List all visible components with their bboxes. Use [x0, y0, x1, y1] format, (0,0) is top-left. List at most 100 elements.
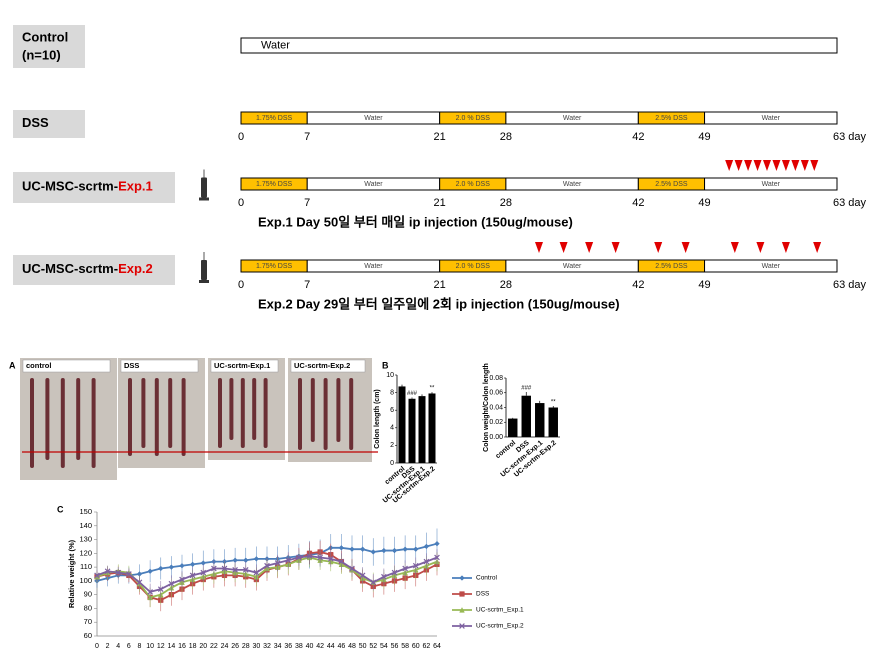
segment-label: Water	[261, 39, 290, 51]
point-marker	[253, 569, 260, 576]
point-marker	[381, 547, 387, 554]
y-axis-title: Colon length (cm)	[374, 389, 381, 449]
x-tick-label: 32	[263, 643, 271, 650]
day-tick-label: 42	[632, 197, 644, 209]
injection-arrow	[734, 160, 743, 171]
x-tick-label: 60	[412, 643, 420, 650]
injection-arrow	[791, 160, 800, 171]
point-marker	[423, 543, 430, 550]
x-tick-label: 56	[391, 643, 399, 650]
schedule-segment	[704, 111, 838, 125]
point-marker	[179, 576, 185, 583]
point-marker	[370, 579, 377, 586]
day-tick-label: 21	[434, 279, 446, 291]
y-tick-label: 120	[79, 548, 92, 557]
point-marker	[359, 546, 366, 552]
point-marker	[349, 546, 355, 552]
point-marker	[147, 568, 153, 574]
y-tick-label: 150	[79, 507, 92, 516]
injection-arrow	[611, 242, 620, 253]
segment-label: Water	[563, 263, 582, 270]
x-tick-label: 20	[199, 643, 207, 650]
y-tick-label: 80	[84, 603, 92, 612]
photo-label: control	[26, 361, 51, 370]
injection-arrow	[681, 242, 690, 253]
y-tick-label: 130	[79, 535, 92, 544]
group-label-highlight: Exp.1	[118, 179, 153, 194]
bar	[521, 395, 531, 437]
point-marker	[211, 565, 217, 572]
y-tick-label: 0.06	[489, 390, 503, 397]
legend-marker	[459, 575, 465, 581]
legend-marker	[459, 607, 465, 613]
x-tick-label: 50	[359, 643, 367, 650]
point-marker	[402, 565, 408, 572]
point-marker	[157, 586, 164, 592]
segment-label: Water	[364, 181, 383, 188]
injection-arrow	[725, 160, 734, 171]
significance-label: ###	[521, 386, 532, 392]
group-label-box	[13, 25, 85, 68]
photo-label: UC-scrtm-Exp.2	[294, 361, 350, 370]
day-tick-label: 42	[632, 131, 644, 143]
bar	[418, 396, 426, 463]
segment-label: Water	[563, 181, 582, 188]
group-label: Control	[22, 29, 68, 44]
injection-arrow	[585, 242, 594, 253]
x-tick-label: control	[495, 440, 518, 461]
x-tick-label: 8	[138, 643, 142, 650]
injection-arrow	[800, 160, 809, 171]
point-marker	[412, 562, 419, 569]
legend-label: UC-scrtm_Exp.1	[476, 607, 524, 614]
x-tick-label: 10	[146, 643, 154, 650]
day-tick-label: 0	[238, 197, 244, 209]
point-marker	[126, 571, 132, 577]
point-marker	[168, 580, 175, 587]
significance-label: ###	[407, 391, 418, 397]
point-marker	[327, 556, 334, 562]
bar	[508, 418, 518, 437]
segment-label: 2.5% DSS	[655, 263, 688, 270]
x-tick-label: 16	[178, 643, 186, 650]
point-marker	[391, 569, 398, 576]
injection-note: Exp.2 Day 29일 부터 일주일에 2회 ip injection (1…	[258, 296, 620, 311]
segment-label: 2.5% DSS	[655, 181, 688, 188]
x-tick-label: 26	[231, 643, 239, 650]
photo-label: DSS	[124, 361, 139, 370]
day-tick-label: 49	[698, 279, 710, 291]
point-marker	[423, 558, 430, 565]
y-tick-label: 0.04	[489, 404, 503, 411]
significance-label: **	[551, 400, 556, 406]
x-tick-label: 34	[274, 643, 282, 650]
point-marker	[221, 565, 228, 572]
day-tick-label: 42	[632, 279, 644, 291]
day-tick-label: 7	[304, 279, 310, 291]
day-tick-label: 7	[304, 131, 310, 143]
group-label-highlight: Exp.2	[118, 261, 153, 276]
group-label-text: UC-MSC-scrtm-	[22, 179, 118, 194]
group-label: UC-MSC-scrtm-Exp.2	[22, 261, 153, 276]
x-tick-label: 54	[380, 643, 388, 650]
x-tick-label: 18	[189, 643, 197, 650]
point-marker	[370, 549, 377, 555]
injection-note: Exp.1 Day 50일 부터 매일 ip injection (150ug/…	[258, 214, 573, 229]
point-marker	[253, 556, 260, 562]
point-marker	[232, 567, 238, 573]
point-marker	[359, 572, 366, 579]
colon-photo	[118, 358, 205, 468]
panel-letter: B	[382, 360, 389, 370]
group-label: DSS	[22, 115, 49, 130]
photo-label-box	[210, 359, 279, 373]
segment-label: Water	[762, 263, 781, 270]
schedule-segment	[704, 177, 838, 191]
group-label-text: UC-MSC-scrtm-	[22, 261, 118, 276]
segment-label: 2.5% DSS	[655, 115, 688, 122]
legend-label: Control	[476, 575, 498, 582]
photo-label: UC-scrtm-Exp.1	[214, 361, 270, 370]
significance-label: **	[430, 386, 435, 392]
water-bar	[240, 37, 838, 54]
syringe-body	[201, 177, 207, 198]
injection-arrow	[730, 242, 739, 253]
injection-arrow	[753, 160, 762, 171]
y-tick-label: 6	[390, 407, 394, 414]
